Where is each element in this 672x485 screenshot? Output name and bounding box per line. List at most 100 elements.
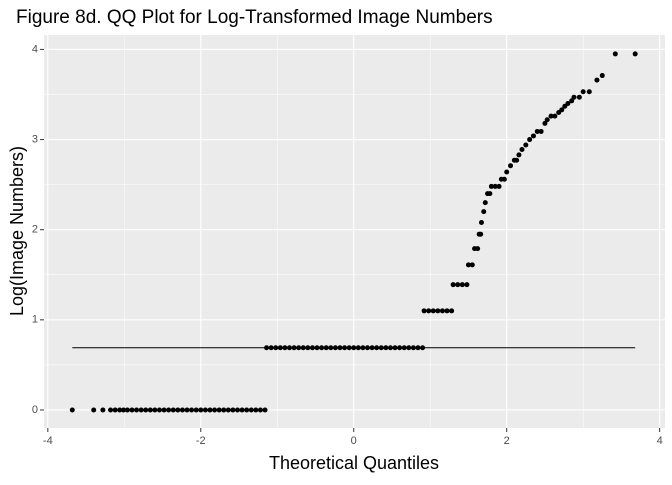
point bbox=[523, 142, 529, 148]
point bbox=[464, 282, 470, 288]
point bbox=[576, 94, 582, 100]
y-tick-label: 3 bbox=[32, 133, 38, 145]
point bbox=[69, 407, 75, 413]
point bbox=[198, 407, 204, 413]
point bbox=[449, 308, 455, 314]
point bbox=[530, 133, 536, 139]
point bbox=[571, 94, 577, 100]
point bbox=[108, 407, 114, 413]
x-tick-label: -4 bbox=[43, 435, 53, 447]
point bbox=[455, 282, 461, 288]
point bbox=[397, 345, 403, 351]
point bbox=[239, 407, 245, 413]
point bbox=[342, 345, 348, 351]
point bbox=[478, 219, 484, 225]
point bbox=[291, 345, 297, 351]
point bbox=[147, 407, 153, 413]
point bbox=[117, 407, 123, 413]
chart-title: Figure 8d. QQ Plot for Log-Transformed I… bbox=[16, 7, 493, 28]
point bbox=[552, 113, 558, 119]
point bbox=[273, 345, 279, 351]
point bbox=[100, 407, 106, 413]
point bbox=[465, 262, 471, 268]
point bbox=[488, 183, 494, 189]
point bbox=[365, 345, 371, 351]
point bbox=[360, 345, 366, 351]
point bbox=[234, 407, 240, 413]
point bbox=[346, 345, 352, 351]
point bbox=[514, 157, 520, 163]
point bbox=[421, 308, 427, 314]
point bbox=[216, 407, 222, 413]
point bbox=[248, 407, 254, 413]
panel bbox=[44, 35, 665, 428]
point bbox=[527, 137, 533, 143]
point bbox=[230, 407, 236, 413]
point bbox=[225, 407, 231, 413]
point bbox=[277, 345, 283, 351]
point bbox=[415, 345, 421, 351]
point bbox=[420, 345, 426, 351]
point bbox=[161, 407, 167, 413]
point bbox=[410, 345, 416, 351]
point bbox=[121, 407, 127, 413]
point bbox=[534, 128, 540, 134]
point bbox=[482, 200, 488, 206]
point bbox=[189, 407, 195, 413]
point bbox=[314, 345, 320, 351]
point bbox=[487, 191, 493, 197]
point bbox=[516, 152, 522, 158]
point bbox=[202, 407, 208, 413]
point bbox=[475, 246, 481, 252]
point bbox=[435, 308, 441, 314]
point bbox=[134, 407, 140, 413]
point bbox=[323, 345, 329, 351]
point bbox=[282, 345, 288, 351]
point bbox=[586, 89, 592, 95]
point bbox=[580, 89, 586, 95]
x-tick-label: 2 bbox=[504, 435, 510, 447]
point bbox=[300, 345, 306, 351]
point bbox=[430, 308, 436, 314]
point bbox=[138, 407, 144, 413]
point bbox=[286, 345, 292, 351]
point bbox=[459, 282, 465, 288]
point bbox=[221, 407, 227, 413]
point bbox=[156, 407, 162, 413]
point bbox=[143, 407, 149, 413]
marks bbox=[69, 51, 638, 413]
point bbox=[401, 345, 407, 351]
x-tick-label: 0 bbox=[351, 435, 357, 447]
point bbox=[124, 407, 130, 413]
point bbox=[193, 407, 199, 413]
point bbox=[444, 308, 450, 314]
point bbox=[406, 345, 412, 351]
point bbox=[332, 345, 338, 351]
point bbox=[508, 163, 514, 169]
point bbox=[450, 282, 456, 288]
point bbox=[184, 407, 190, 413]
point bbox=[179, 407, 185, 413]
point bbox=[152, 407, 158, 413]
point bbox=[481, 209, 487, 215]
point bbox=[504, 169, 510, 175]
point bbox=[599, 73, 605, 79]
point bbox=[129, 407, 135, 413]
point bbox=[544, 117, 550, 123]
point bbox=[492, 183, 498, 189]
point bbox=[212, 407, 218, 413]
point bbox=[207, 407, 213, 413]
point bbox=[355, 345, 361, 351]
point bbox=[244, 407, 250, 413]
point bbox=[112, 407, 118, 413]
point bbox=[309, 345, 315, 351]
point bbox=[175, 407, 181, 413]
point bbox=[369, 345, 375, 351]
x-axis-label: Theoretical Quantiles bbox=[269, 453, 439, 473]
point bbox=[328, 345, 334, 351]
point bbox=[268, 345, 274, 351]
y-tick-label: 0 bbox=[32, 404, 38, 416]
point bbox=[91, 407, 97, 413]
point bbox=[351, 345, 357, 351]
point bbox=[166, 407, 172, 413]
